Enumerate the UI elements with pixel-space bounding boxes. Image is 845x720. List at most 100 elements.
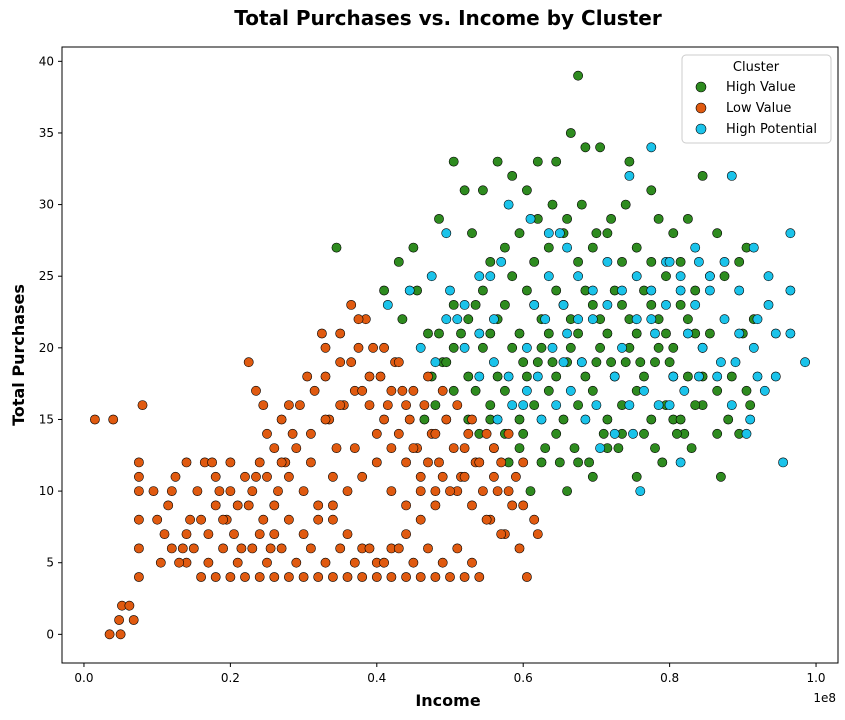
point-high-value (507, 342, 518, 353)
point-low-value (393, 428, 404, 439)
point-high-value (591, 228, 602, 239)
point-high-value (430, 400, 441, 410)
point-low-value (163, 500, 174, 511)
point-high-potential (617, 342, 627, 353)
point-high-potential (430, 357, 441, 368)
point-high-value (653, 213, 664, 224)
point-high-potential (536, 414, 547, 425)
point-high-value (587, 299, 598, 310)
point-high-value (734, 256, 745, 267)
point-high-value (595, 142, 605, 153)
point-high-value (602, 414, 613, 425)
x-axis-title: Income (415, 691, 480, 710)
point-low-value (401, 529, 411, 539)
point-high-potential (562, 328, 572, 339)
point-high-potential (507, 400, 518, 410)
point-high-potential (522, 342, 532, 353)
point-low-value (415, 572, 426, 582)
point-low-value (459, 443, 470, 453)
point-low-value (254, 457, 265, 468)
point-low-value (305, 428, 316, 439)
point-low-value (276, 457, 287, 468)
point-high-value (683, 213, 693, 224)
point-low-value (137, 400, 148, 410)
point-low-value (430, 500, 441, 511)
point-high-value (690, 400, 701, 410)
point-low-value (382, 400, 393, 410)
point-low-value (467, 500, 477, 511)
point-low-value (481, 514, 492, 525)
point-high-potential (532, 371, 543, 382)
point-high-value (547, 357, 558, 368)
point-high-potential (404, 285, 415, 296)
point-high-value (650, 443, 660, 453)
point-low-value (188, 543, 199, 554)
point-high-value (580, 142, 591, 153)
point-high-potential (748, 342, 759, 353)
point-high-potential (697, 342, 708, 353)
point-high-value (514, 228, 525, 239)
point-low-value (243, 500, 254, 511)
point-high-value (522, 185, 532, 196)
point-low-value (115, 629, 126, 640)
point-low-value (133, 514, 144, 525)
point-low-value (287, 428, 298, 439)
point-low-value (232, 557, 243, 568)
point-high-value (573, 70, 583, 81)
point-low-value (203, 529, 214, 539)
point-high-potential (690, 299, 701, 310)
point-high-value (485, 328, 496, 339)
point-low-value (210, 572, 221, 582)
point-high-potential (459, 299, 470, 310)
point-high-value (635, 357, 646, 368)
chart-title: Total Purchases vs. Income by Cluster (234, 6, 662, 30)
plot-area (90, 70, 810, 640)
point-high-potential (745, 414, 756, 425)
x-tick-label: 0.2 (221, 671, 240, 685)
point-low-value (474, 572, 485, 582)
point-low-value (276, 414, 287, 425)
point-high-value (741, 385, 752, 396)
point-low-value (335, 400, 346, 410)
point-high-potential (759, 385, 770, 396)
point-high-potential (748, 242, 759, 253)
point-high-value (463, 371, 474, 382)
point-high-value (675, 299, 686, 310)
point-low-value (283, 514, 294, 525)
point-low-value (214, 486, 225, 496)
point-high-value (448, 385, 459, 396)
point-high-potential (631, 271, 642, 282)
point-low-value (511, 471, 521, 482)
point-high-value (477, 342, 488, 353)
point-low-value (463, 428, 474, 439)
point-high-value (499, 242, 510, 253)
point-low-value (269, 500, 280, 511)
point-low-value (174, 557, 184, 568)
point-low-value (207, 457, 217, 468)
point-low-value (210, 500, 221, 511)
x-tick-label: 1.0 (806, 671, 825, 685)
point-high-value (397, 314, 408, 325)
point-high-value (558, 414, 569, 425)
x-tick-label: 0.8 (660, 671, 679, 685)
legend-marker-high-value (695, 81, 707, 93)
point-high-potential (474, 271, 485, 282)
point-high-value (532, 357, 543, 368)
point-low-value (357, 572, 368, 582)
point-low-value (203, 557, 214, 568)
point-high-value (719, 271, 730, 282)
point-high-potential (488, 314, 499, 325)
point-high-value (620, 199, 631, 210)
point-high-potential (503, 199, 514, 210)
point-high-value (573, 457, 583, 468)
point-high-potential (628, 428, 638, 439)
point-high-potential (587, 314, 598, 325)
point-low-value (386, 486, 397, 496)
y-tick-label: 20 (39, 341, 54, 355)
point-low-value (294, 400, 305, 410)
point-high-value (686, 443, 697, 453)
point-low-value (251, 385, 261, 396)
point-low-value (313, 500, 324, 511)
point-high-potential (624, 170, 635, 181)
point-low-value (507, 500, 518, 511)
